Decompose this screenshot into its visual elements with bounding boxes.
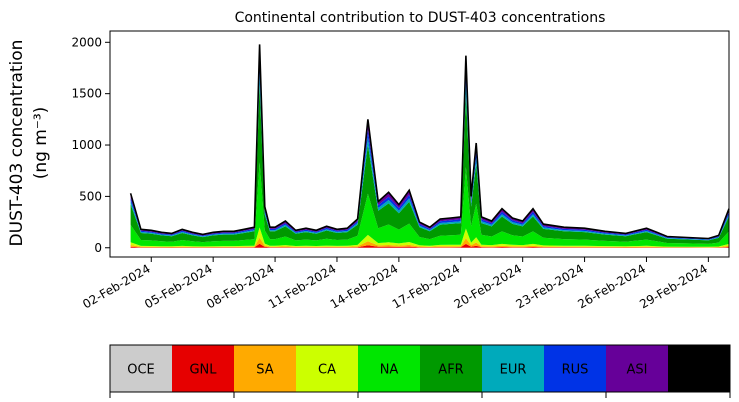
x-tick-label: 11-Feb-2024 <box>266 261 339 311</box>
y-tick-label: 1500 <box>71 87 102 101</box>
legend-label-sa: SA <box>256 363 273 378</box>
legend-label-na: NA <box>380 363 399 378</box>
y-tick-label: 500 <box>79 189 102 203</box>
x-tick-label: 05-Feb-2024 <box>142 261 215 311</box>
legend-label-asi: ASI <box>627 363 648 378</box>
x-ticks: 02-Feb-202405-Feb-202408-Feb-202411-Feb-… <box>80 257 710 311</box>
legend-label-oce: OCE <box>127 363 155 378</box>
x-tick-label: 26-Feb-2024 <box>575 261 648 311</box>
y-axis-label: DUST-403 concentration (ng m⁻³) <box>7 40 51 247</box>
x-tick-label: 14-Feb-2024 <box>328 261 401 311</box>
x-tick-label: 20-Feb-2024 <box>452 261 525 311</box>
plot-frame <box>109 30 730 258</box>
x-tick-label: 02-Feb-2024 <box>80 261 153 311</box>
legend-label-eur: EUR <box>500 363 527 378</box>
y-tick-label: 0 <box>94 241 102 255</box>
legend-label-ca: CA <box>318 363 336 378</box>
legend-swatch-eur <box>482 345 544 392</box>
legend-frame <box>109 344 731 393</box>
legend-swatch-afr <box>420 345 482 392</box>
area-layer <box>130 44 730 248</box>
x-tick-label: 23-Feb-2024 <box>513 261 586 311</box>
legend-label-afr: AFR <box>438 363 463 378</box>
legend-swatch-sa <box>234 345 296 392</box>
x-tick-label: 08-Feb-2024 <box>204 261 277 311</box>
area-rus <box>130 60 730 240</box>
y-ticks: 0 500 1000 1500 2000 <box>71 35 110 255</box>
y-axis-label-line2: (ng m⁻³) <box>31 107 51 180</box>
legend-swatch-gnl <box>172 345 234 392</box>
legend-label-rus: RUS <box>562 363 589 378</box>
y-axis-label-line1: DUST-403 concentration <box>7 40 27 247</box>
x-tick-label: 17-Feb-2024 <box>390 261 463 311</box>
legend-swatch-aus <box>668 345 730 392</box>
legend-swatch-oce <box>110 345 172 392</box>
legend-label-aus: AUS <box>686 363 713 378</box>
legend-swatch-ca <box>296 345 358 392</box>
colorbar-legend: OCE GNL SA CA NA AFR EUR RUS ASI AUS <box>109 344 731 398</box>
total-line <box>129 44 730 240</box>
area-asi <box>130 44 730 240</box>
y-tick-label: 1000 <box>71 138 102 152</box>
legend-swatch-asi <box>606 345 668 392</box>
legend-swatch-na <box>358 345 420 392</box>
legend-label-gnl: GNL <box>189 363 217 378</box>
total-layer <box>129 44 730 240</box>
y-tick-label: 2000 <box>71 35 102 49</box>
area-afr <box>130 85 730 244</box>
legend-swatch-rus <box>544 345 606 392</box>
area-eur <box>130 72 730 241</box>
chart-title: Continental contribution to DUST-403 con… <box>235 10 606 26</box>
x-tick-label: 29-Feb-2024 <box>637 261 710 311</box>
